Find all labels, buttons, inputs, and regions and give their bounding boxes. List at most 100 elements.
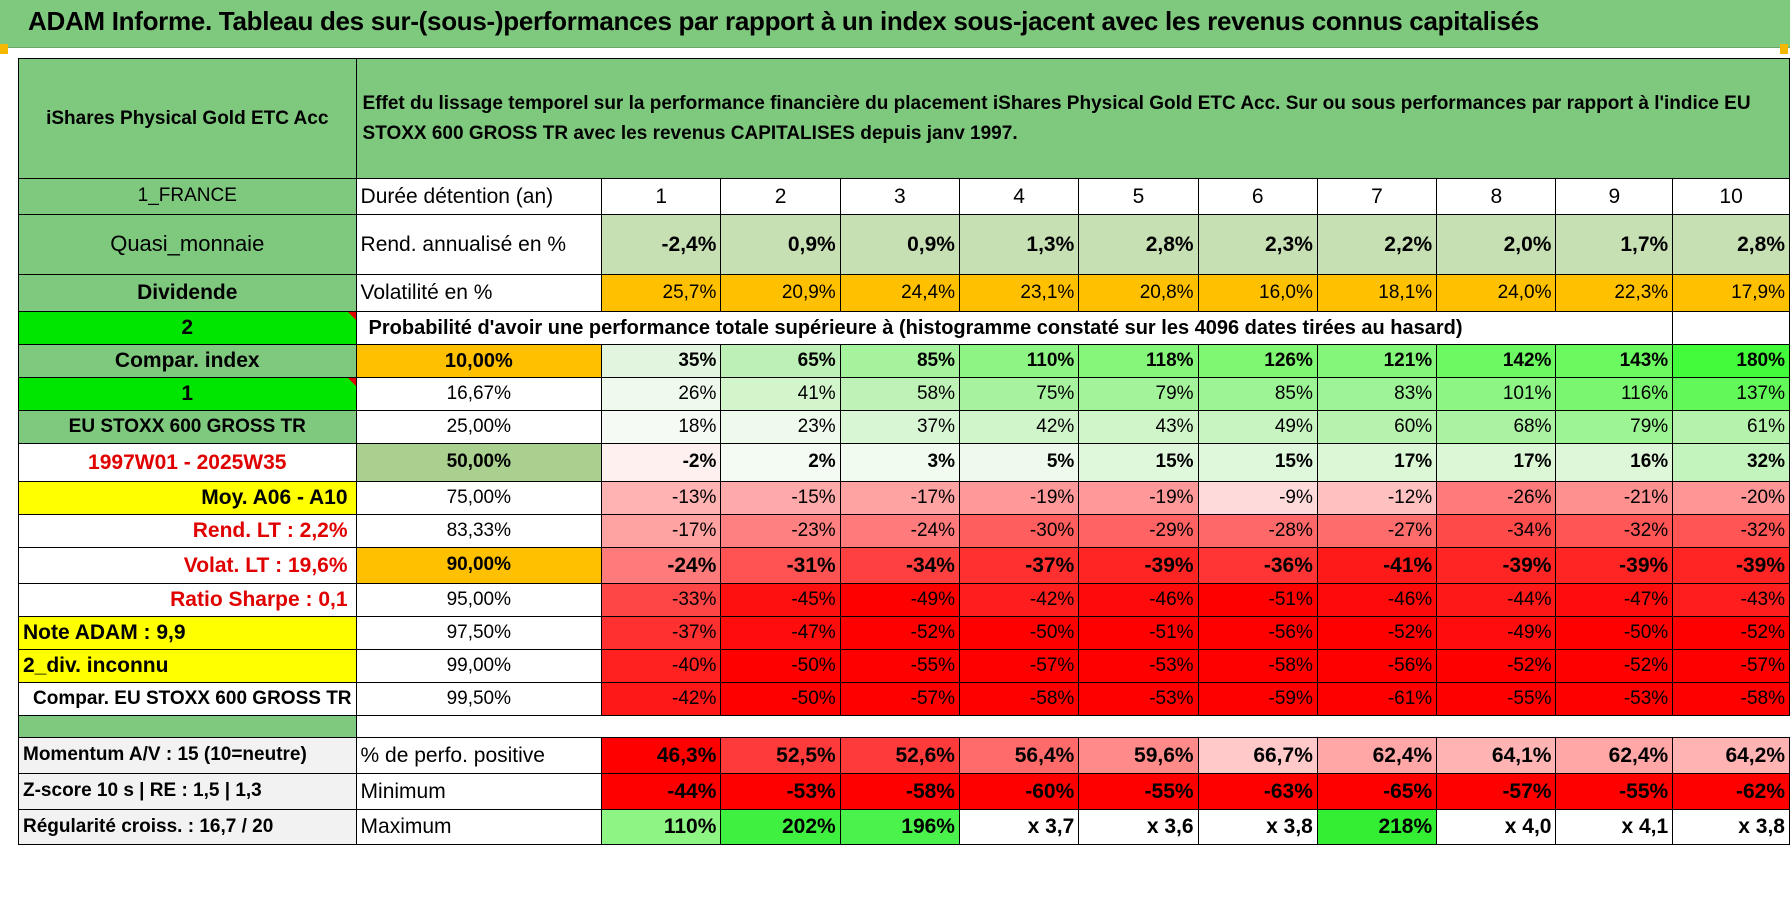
note-adam-label: Note ADAM : 9,9: [18, 616, 357, 650]
momentum-label: Momentum A/V : 15 (10=neutre): [18, 737, 357, 774]
percentile-cell: -49%: [839, 583, 960, 617]
percentile-cell: 15%: [1078, 443, 1199, 482]
percentile-cell: 60%: [1316, 410, 1438, 444]
corner-marker: [0, 44, 8, 54]
selector-two[interactable]: 2: [18, 311, 357, 345]
percentile-cell: -52%: [1672, 616, 1790, 650]
rend-cell: 0,9%: [720, 214, 841, 275]
percentile-cell: -39%: [1555, 547, 1674, 584]
empty-cell: [1672, 311, 1790, 345]
year-cell: 2: [720, 178, 841, 215]
percentile-cell: -39%: [1672, 547, 1790, 584]
percentile-cell: 142%: [1436, 344, 1557, 378]
rend-cell: 2,0%: [1436, 214, 1557, 275]
pos-cell: 62,4%: [1316, 737, 1438, 774]
percentile-cell: 17%: [1316, 443, 1438, 482]
year-cell: 6: [1197, 178, 1318, 215]
percentile-row: Rend. LT : 2,2% 83,33% -17% -23% -24% -3…: [18, 514, 1790, 548]
max-cell: 110%: [601, 809, 722, 845]
pos-cell: 52,6%: [839, 737, 960, 774]
percentile-cell: -53%: [1078, 649, 1199, 683]
percentile-cell: -32%: [1672, 514, 1790, 548]
percentile-cell: 23%: [720, 410, 841, 444]
sharpe-label: Ratio Sharpe : 0,1: [18, 583, 357, 617]
percentile-cell: -55%: [839, 649, 960, 683]
min-row: Z-score 10 s | RE : 1,5 | 1,3 Minimum -4…: [18, 773, 1790, 810]
rend-cell: 2,8%: [1078, 214, 1199, 275]
vol-cell: 25,7%: [601, 274, 722, 312]
percentile-cell: -20%: [1672, 481, 1790, 515]
percentile-cell: 75%: [958, 377, 1080, 411]
percentile-cell: -47%: [720, 616, 841, 650]
regularite-label: Régularité croiss. : 16,7 / 20: [18, 809, 357, 845]
vol-cell: 24,4%: [839, 274, 960, 312]
percentile-label: 25,00%: [355, 410, 603, 444]
percentile-cell: -34%: [839, 547, 960, 584]
percentile-cell: -30%: [958, 514, 1080, 548]
percentile-cell: 101%: [1436, 377, 1557, 411]
rend-lt-label: Rend. LT : 2,2%: [18, 514, 357, 548]
percentile-cell: -43%: [1672, 583, 1790, 617]
percentile-cell: -28%: [1197, 514, 1318, 548]
spacer-green: [18, 715, 357, 738]
percentile-cell: 41%: [720, 377, 841, 411]
percentile-cell: -31%: [720, 547, 841, 584]
percentile-cell: 32%: [1672, 443, 1790, 482]
compar-index-label: Compar. index: [18, 344, 357, 378]
percentile-cell: -53%: [1555, 682, 1674, 716]
country-label: 1_FRANCE: [18, 178, 357, 215]
percentile-cell: -57%: [1672, 649, 1790, 683]
percentile-cell: -58%: [1672, 682, 1790, 716]
min-cell: -53%: [720, 773, 841, 810]
min-cell: -62%: [1672, 773, 1790, 810]
vol-row: Dividende Volatilité en % 25,7% 20,9% 24…: [18, 274, 1790, 312]
year-cell: 1: [601, 178, 722, 215]
pos-cell: 64,2%: [1672, 737, 1790, 774]
year-cell: 3: [839, 178, 960, 215]
max-cell: x 3,8: [1672, 809, 1790, 845]
max-label: Maximum: [355, 809, 603, 845]
pos-cell: 59,6%: [1078, 737, 1199, 774]
percentile-cell: -34%: [1436, 514, 1557, 548]
percentile-cell: -36%: [1197, 547, 1318, 584]
moy-label: Moy. A06 - A10: [18, 481, 357, 515]
year-cell: 8: [1436, 178, 1557, 215]
dividend-label: Dividende: [18, 274, 357, 312]
percentile-cell: 18%: [601, 410, 722, 444]
percentile-label: 99,00%: [355, 649, 603, 683]
max-cell: x 4,1: [1555, 809, 1674, 845]
percentile-cell: -13%: [601, 481, 722, 515]
percentile-cell: -9%: [1197, 481, 1318, 515]
pos-row: Momentum A/V : 15 (10=neutre) % de perfo…: [18, 737, 1790, 774]
percentile-row: Compar. EU STOXX 600 GROSS TR 99,50% -42…: [18, 682, 1790, 716]
percentile-row: 1997W01 - 2025W35 50,00% -2% 2% 3% 5% 15…: [18, 443, 1790, 482]
percentile-cell: -51%: [1078, 616, 1199, 650]
percentile-row: 1 16,67% 26% 41% 58% 75% 79% 85% 83% 101…: [18, 377, 1790, 411]
category-label: Quasi_monnaie: [18, 214, 357, 275]
selector-one[interactable]: 1: [18, 377, 357, 411]
percentile-row: Volat. LT : 19,6% 90,00% -24% -31% -34% …: [18, 547, 1790, 584]
percentile-cell: -26%: [1436, 481, 1557, 515]
percentile-row: Ratio Sharpe : 0,1 95,00% -33% -45% -49%…: [18, 583, 1790, 617]
max-cell: x 4,0: [1436, 809, 1557, 845]
percentile-label: 75,00%: [355, 481, 603, 515]
percentile-cell: -46%: [1316, 583, 1438, 617]
vol-cell: 20,8%: [1078, 274, 1199, 312]
percentile-cell: 16%: [1555, 443, 1674, 482]
fund-name-cell: iShares Physical Gold ETC Acc: [18, 58, 357, 179]
percentile-cell: -46%: [1078, 583, 1199, 617]
percentile-cell: 126%: [1197, 344, 1318, 378]
min-cell: -65%: [1316, 773, 1438, 810]
percentile-cell: -56%: [1316, 649, 1438, 683]
period-label: 1997W01 - 2025W35: [18, 443, 357, 482]
percentile-cell: 65%: [720, 344, 841, 378]
min-cell: -58%: [839, 773, 960, 810]
pos-cell: 62,4%: [1555, 737, 1674, 774]
percentile-cell: 35%: [601, 344, 722, 378]
rend-cell: 1,7%: [1555, 214, 1674, 275]
percentile-label: 90,00%: [355, 547, 603, 584]
percentile-cell: 68%: [1436, 410, 1557, 444]
percentile-cell: -41%: [1316, 547, 1438, 584]
percentile-cell: -27%: [1316, 514, 1438, 548]
prob-row: 2 Probabilité d'avoir une performance to…: [18, 311, 1790, 345]
